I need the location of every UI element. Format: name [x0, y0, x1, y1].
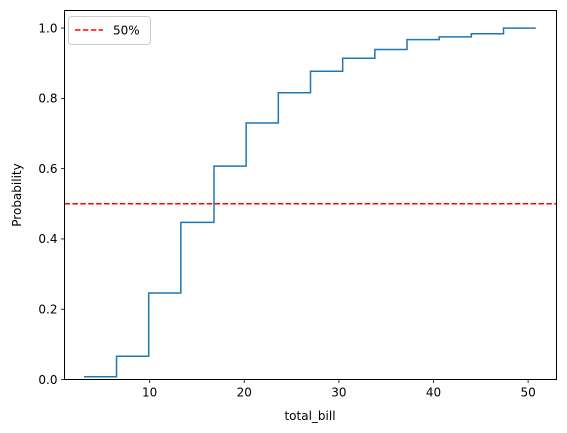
- y-tick-label: 0.4: [38, 232, 57, 246]
- ecdf-step-line: [84, 27, 536, 378]
- x-tick-label: 40: [426, 386, 441, 400]
- plot-area: [64, 27, 557, 378]
- legend: 50%: [68, 16, 151, 45]
- y-tick-label: 0.0: [38, 373, 57, 387]
- y-axis-label: Probability: [10, 163, 24, 226]
- x-tick-label: 20: [237, 386, 252, 400]
- x-tick-label: 30: [331, 386, 346, 400]
- y-tick-label: 0.6: [38, 162, 57, 176]
- y-axis-ticks: 0.0 0.2 0.4 0.6 0.8 1.0: [38, 21, 65, 387]
- legend-box: [68, 16, 151, 45]
- x-axis-label: total_bill: [284, 409, 335, 423]
- axes-frame: [64, 10, 557, 380]
- y-tick-label: 1.0: [38, 21, 57, 35]
- legend-label-50-percent: 50%: [113, 24, 140, 38]
- y-tick-label: 0.8: [38, 92, 57, 106]
- y-tick-label: 0.2: [38, 303, 57, 317]
- x-tick-label: 50: [520, 386, 535, 400]
- x-tick-label: 10: [142, 386, 157, 400]
- x-axis-ticks: 10 20 30 40 50: [142, 379, 536, 400]
